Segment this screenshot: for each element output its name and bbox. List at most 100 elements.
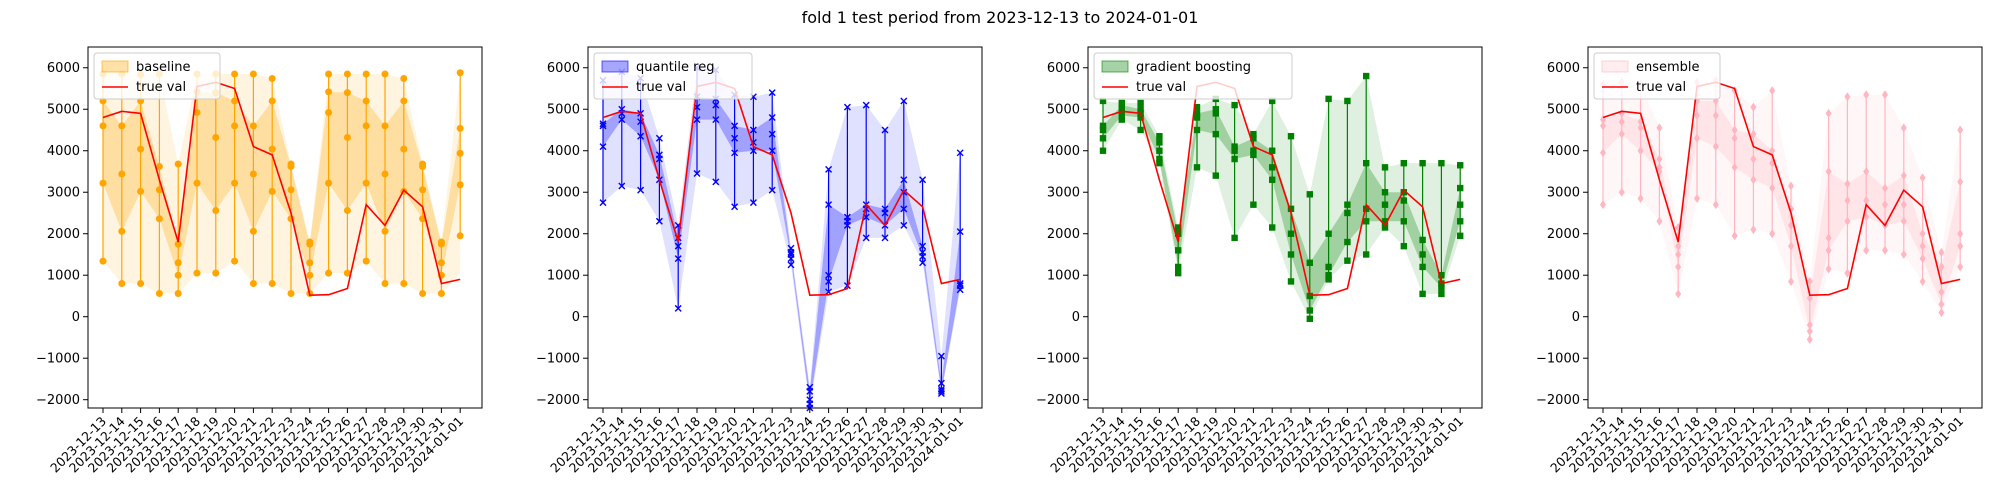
baseline-marker (362, 70, 370, 78)
gradient-boosting-interval-band (1103, 105, 1461, 311)
ensemble-marker (1806, 320, 1813, 330)
gradient-boosting-marker (1175, 230, 1182, 237)
gradient-boosting-marker (1363, 72, 1370, 80)
ensemble-marker (1750, 102, 1757, 112)
baseline-marker (99, 257, 107, 265)
baseline-marker (249, 227, 257, 235)
gradient-boosting-marker (1137, 114, 1144, 121)
axes-frame (1087, 46, 1483, 409)
baseline-marker (456, 124, 464, 132)
gradient-boosting-marker (1099, 97, 1107, 105)
ensemble-marker (1938, 247, 1945, 257)
quantile-reg-marker (768, 147, 776, 155)
quantile-reg-marker (731, 203, 739, 211)
gradient-boosting-marker (1287, 251, 1295, 258)
legend-label: true val (136, 80, 186, 95)
quantile-reg-marker (843, 103, 851, 111)
gradient-boosting-marker (1212, 130, 1219, 138)
ensemble-marker (1769, 229, 1776, 239)
quantile-reg-marker (599, 122, 607, 130)
baseline-marker (362, 179, 370, 187)
subplot-quantile-reg: −2000 −1000 0 1000 2000 3000 4000 5000 6000 2023-… (500, 0, 1000, 504)
ensemble-marker (1957, 125, 1964, 135)
ensemble-marker (1656, 123, 1663, 133)
baseline-marker (268, 280, 276, 288)
gradient-boosting-marker (1287, 205, 1295, 213)
baseline-marker (249, 280, 257, 288)
y-tick-label: 5000 (47, 103, 80, 118)
y-tick-label: 3000 (1547, 186, 1580, 201)
baseline-marker (287, 289, 295, 297)
ensemble-marker (1712, 200, 1719, 210)
gradient-boosting-marker (1325, 263, 1332, 271)
legend-swatch-band (1601, 60, 1629, 73)
gradient-boosting-marker (1231, 155, 1238, 163)
legend-label: true val (1136, 80, 1186, 95)
ensemble-marker (1825, 166, 1832, 176)
legend-swatch-band (1101, 60, 1129, 73)
y-tick-label: −1000 (1536, 352, 1580, 367)
legend-label: gradient boosting (1136, 60, 1251, 75)
gradient-boosting-marker (1099, 126, 1107, 134)
gradient-boosting-marker (1250, 201, 1257, 208)
quantile-reg-marker (919, 259, 927, 267)
plot-area (88, 47, 482, 408)
ensemble-marker (1863, 212, 1870, 222)
gradient-boosting-marker (1419, 236, 1426, 244)
gradient-boosting-marker (1457, 218, 1464, 225)
gradient-boosting-marker (1457, 162, 1464, 169)
baseline-marker (456, 232, 464, 240)
baseline-marker (231, 97, 239, 105)
ensemble-marker (1694, 110, 1700, 120)
baseline-marker (456, 149, 464, 157)
baseline-marker (306, 271, 314, 279)
quantile-reg-marker (881, 205, 889, 213)
true-val-line (102, 81, 461, 296)
legend-label: true val (636, 80, 686, 95)
baseline-marker (400, 97, 408, 105)
gradient-boosting-marker (1457, 184, 1464, 192)
ensemble-marker (1712, 142, 1719, 152)
ensemble-marker (1731, 162, 1738, 172)
baseline-marker (249, 70, 257, 78)
baseline-marker (231, 257, 239, 265)
ensemble-marker (1957, 262, 1964, 272)
baseline-marker (249, 170, 257, 178)
y-tick-label: −2000 (536, 393, 580, 408)
quantile-reg-marker (712, 101, 720, 109)
ensemble-marker (1788, 181, 1794, 191)
gradient-boosting-marker (1363, 159, 1370, 167)
quantile-reg-marker (937, 352, 945, 360)
y-tick-label: 4000 (1547, 144, 1580, 159)
ensemble-marker (1769, 183, 1776, 193)
baseline-marker (174, 271, 182, 279)
baseline-marker (381, 280, 389, 288)
baseline-marker (118, 122, 126, 130)
ensemble-marker (1882, 200, 1888, 210)
quantile-reg-marker (825, 201, 833, 209)
quantile-reg-marker (749, 147, 757, 155)
gradient-boosting-marker (1400, 197, 1407, 204)
gradient-boosting-marker (1381, 218, 1389, 225)
baseline-marker (212, 269, 220, 277)
gradient-boosting-marker (1231, 147, 1238, 154)
baseline-marker (362, 97, 370, 105)
gradient-boosting-marker (1212, 172, 1219, 179)
baseline-marker (231, 179, 239, 187)
gradient-boosting-marker (1118, 106, 1125, 113)
gradient-boosting-marker (1381, 164, 1389, 171)
gradient-boosting-marker (1212, 110, 1219, 117)
ensemble-marker (1938, 299, 1945, 309)
ensemble-marker (1788, 220, 1794, 230)
gradient-boosting-marker (1250, 135, 1257, 142)
quantile-reg-marker (919, 242, 927, 250)
quantile-reg-marker (637, 186, 645, 194)
quantile-reg-marker (862, 234, 870, 242)
y-tick-label: 4000 (1047, 144, 1080, 159)
gradient-boosting-marker (1457, 201, 1464, 208)
baseline-marker (174, 240, 182, 248)
quantile-reg-marker (825, 165, 833, 173)
ensemble-outer-band (1603, 80, 1961, 340)
gradient-boosting-marker (1438, 272, 1445, 279)
gradient-boosting-marker (1306, 191, 1313, 198)
